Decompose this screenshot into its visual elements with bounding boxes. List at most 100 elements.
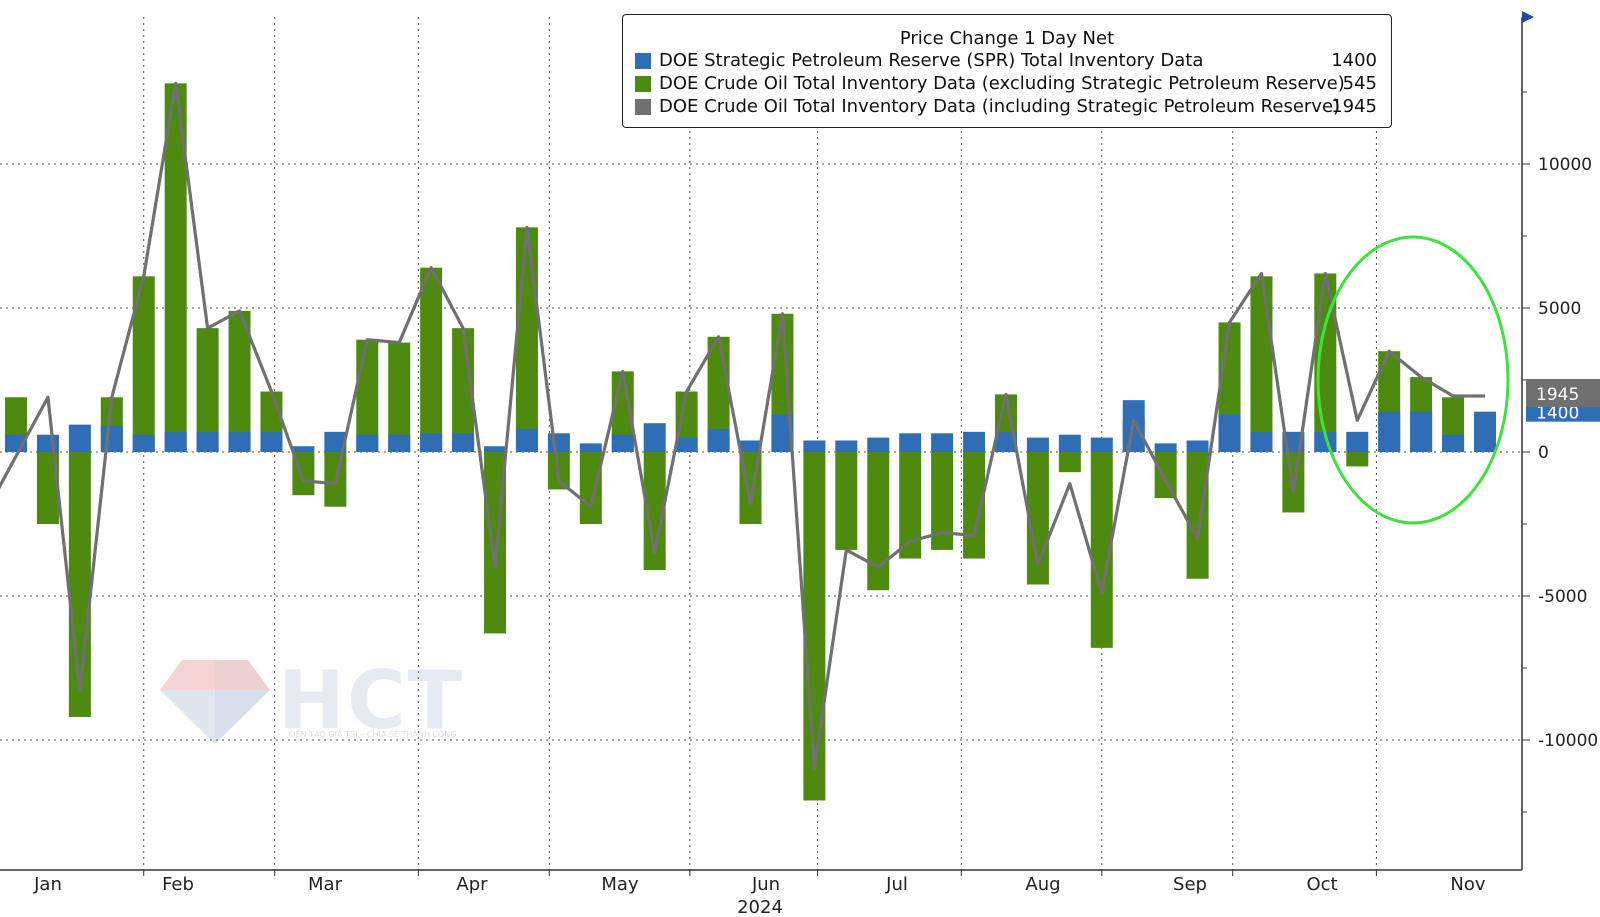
bar-spr: [1090, 437, 1113, 452]
bar-spr: [260, 431, 283, 452]
legend-item-spr: DOE Strategic Petroleum Reserve (SPR) To…: [623, 50, 1391, 73]
bar-spr: [835, 440, 858, 452]
y-tick-label: -5000: [1538, 587, 1587, 607]
bar-spr: [739, 440, 762, 452]
x-tick-label: Mar: [308, 874, 343, 895]
bar-spr: [1314, 431, 1337, 452]
bar-spr: [228, 431, 251, 452]
chart-line: [0, 81, 1485, 771]
bar-spr: [994, 431, 1017, 452]
bar-spr: [484, 446, 507, 452]
bar-spr: [611, 434, 634, 452]
bar-spr: [388, 434, 411, 452]
bar-spr: [707, 428, 730, 452]
watermark: HCT KIẾN TẠO GIÁ TRỊ – CHIA SẺ THÀNH CÔN…: [160, 654, 462, 748]
bar-spr: [1026, 437, 1049, 452]
legend-swatch-incl-spr: [635, 99, 651, 115]
bar-excl-spr: [196, 328, 219, 452]
bar-excl-spr: [1090, 452, 1113, 648]
bar-spr: [164, 431, 187, 452]
bar-spr: [1154, 443, 1177, 452]
bar-spr: [36, 434, 59, 452]
line-incl-spr: [0, 81, 1485, 771]
x-tick-label: Jan: [33, 874, 62, 895]
legend-value-excl-spr: 545: [1342, 73, 1377, 94]
highlight-circle: [1316, 235, 1510, 525]
bar-excl-spr: [388, 342, 411, 452]
watermark-text: HCT: [278, 654, 465, 747]
bar-excl-spr: [228, 310, 251, 452]
bar-spr: [292, 446, 315, 452]
legend-label-excl-spr: DOE Crude Oil Total Inventory Data (excl…: [659, 73, 1345, 94]
legend-label-incl-spr: DOE Crude Oil Total Inventory Data (incl…: [659, 96, 1341, 117]
bar-excl-spr: [675, 391, 698, 452]
x-tick-label: Aug: [1025, 874, 1060, 895]
bar-excl-spr: [164, 83, 187, 453]
bar-spr: [963, 431, 986, 452]
bar-spr: [324, 431, 347, 452]
legend-title: Price Change 1 Day Net: [899, 28, 1115, 49]
bar-excl-spr: [643, 452, 666, 571]
legend-item-excl-spr: DOE Crude Oil Total Inventory Data (excl…: [623, 73, 1391, 96]
bar-spr: [1346, 431, 1369, 452]
last-value-label-spr: 1400: [1536, 404, 1579, 424]
bar-excl-spr: [835, 452, 858, 550]
highlight-ellipse: [1316, 235, 1510, 525]
bar-spr: [643, 423, 666, 452]
bar-spr: [1410, 411, 1433, 452]
bar-excl-spr: [420, 267, 443, 452]
bar-excl-spr: [132, 276, 155, 452]
y-tick-label: 5000: [1538, 299, 1581, 319]
bar-spr: [1186, 440, 1209, 452]
bar-excl-spr: [931, 452, 954, 550]
bar-excl-spr: [1250, 276, 1273, 452]
x-tick-label: Jun: [751, 874, 780, 895]
legend-swatch-spr: [635, 53, 651, 69]
bar-excl-spr: [1186, 452, 1209, 579]
bar-spr: [1474, 411, 1496, 452]
bar-spr: [1378, 411, 1401, 452]
x-tick-label: Oct: [1306, 874, 1337, 895]
bar-excl-spr: [1154, 452, 1177, 499]
bar-spr: [547, 433, 570, 452]
bar-spr: [899, 433, 922, 452]
legend-item-incl-spr: DOE Crude Oil Total Inventory Data (incl…: [623, 96, 1391, 119]
bar-spr: [931, 433, 954, 452]
legend-label-spr: DOE Strategic Petroleum Reserve (SPR) To…: [659, 50, 1204, 71]
bar-excl-spr: [963, 452, 986, 559]
bar-spr: [452, 433, 475, 452]
legend-swatch-excl-spr: [635, 76, 651, 92]
watermark-diamond-icon: [160, 660, 270, 744]
x-tick-label: Nov: [1450, 874, 1485, 895]
bar-excl-spr: [1346, 452, 1369, 467]
legend-value-incl-spr: 1945: [1331, 96, 1377, 117]
bar-spr: [132, 434, 155, 452]
x-tick-label: May: [601, 874, 639, 895]
bar-spr: [1442, 434, 1465, 452]
bar-excl-spr: [515, 227, 538, 452]
bar-spr: [68, 424, 91, 452]
last-value-label-incl-spr: 1945: [1536, 385, 1579, 405]
bar-spr: [100, 426, 123, 452]
bar-spr: [675, 437, 698, 452]
bar-spr: [515, 428, 538, 452]
bar-spr: [579, 443, 602, 452]
bar-excl-spr: [803, 452, 826, 801]
y-tick-label: 10000: [1538, 155, 1592, 175]
bar-excl-spr: [36, 452, 59, 524]
x-axis: Jan Feb Mar Apr May Jun Jul Aug Sep Oct Nov 2024: [0, 869, 1522, 917]
bar-spr: [1250, 431, 1273, 452]
x-tick-label: Feb: [162, 874, 194, 895]
watermark-subtext: KIẾN TẠO GIÁ TRỊ – CHIA SẺ THÀNH CÔNG: [288, 730, 457, 739]
bar-excl-spr: [867, 452, 890, 591]
x-tick-label: Apr: [456, 874, 488, 895]
legend-value-spr: 1400: [1331, 50, 1377, 71]
x-tick-label: Jul: [885, 874, 908, 895]
y-axis-arrow: [1522, 11, 1534, 23]
bar-excl-spr: [1058, 452, 1081, 473]
bar-spr: [771, 414, 794, 452]
last-value-tag-incl-spr: [1526, 378, 1600, 407]
bar-excl-spr: [899, 452, 922, 559]
